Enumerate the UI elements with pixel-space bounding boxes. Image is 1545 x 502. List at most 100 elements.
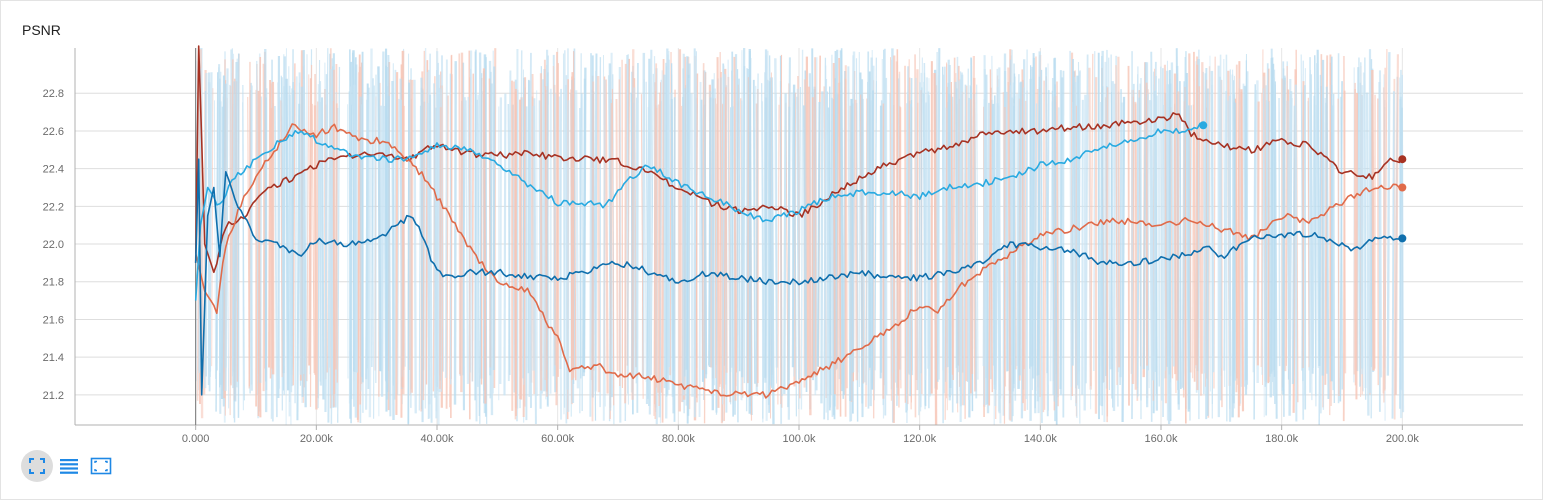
- raw-noise-stroke: [800, 49, 804, 410]
- raw-noise-stroke: [733, 56, 737, 401]
- series-line[interactable]: [194, 122, 1204, 301]
- raw-noise-stroke: [770, 77, 775, 425]
- raw-noise-stroke: [907, 59, 910, 405]
- raw-noise-stroke: [469, 68, 473, 382]
- chart-title: PSNR: [22, 22, 61, 38]
- raw-noise-stroke: [1360, 62, 1363, 375]
- raw-noise-stroke: [814, 57, 817, 377]
- raw-noise-stroke: [507, 70, 512, 382]
- raw-noise-stroke: [332, 100, 336, 395]
- series-end-point[interactable]: [1398, 183, 1407, 192]
- raw-noise-stroke: [1025, 49, 1028, 400]
- raw-noise-stroke: [1117, 56, 1121, 368]
- raw-noise-stroke: [476, 99, 479, 387]
- raw-noise-stroke: [1110, 54, 1113, 399]
- series-line[interactable]: [194, 123, 1403, 399]
- raw-noise-stroke: [991, 55, 994, 366]
- raw-noise-stroke: [334, 103, 338, 370]
- raw-noise-stroke: [1273, 81, 1278, 419]
- raw-noise-stroke: [952, 57, 956, 380]
- raw-noise-stroke: [292, 63, 296, 386]
- y-tick-label: 21.4: [43, 352, 64, 364]
- raw-noise-stroke: [702, 70, 708, 379]
- raw-noise-stroke: [255, 60, 259, 384]
- raw-noise-stroke: [954, 81, 959, 404]
- raw-noise-stroke: [670, 99, 675, 414]
- series-end-point[interactable]: [1199, 121, 1208, 130]
- raw-noise-stroke: [596, 75, 601, 393]
- raw-noise-stroke: [1386, 52, 1391, 376]
- raw-noise-stroke: [1325, 86, 1330, 399]
- raw-noise-stroke: [247, 96, 250, 389]
- x-tick-label: 80.00k: [662, 433, 696, 445]
- raw-noise-stroke: [309, 64, 313, 407]
- raw-noise-stroke: [579, 53, 582, 414]
- raw-noise-stroke: [1362, 72, 1367, 388]
- raw-noise-stroke: [1100, 50, 1104, 407]
- raw-noise-stroke: [559, 88, 563, 369]
- raw-noise-stroke: [645, 81, 649, 399]
- raw-noise-stroke: [401, 50, 405, 388]
- raw-noise-stroke: [1307, 97, 1310, 368]
- raw-noise-stroke: [281, 77, 285, 391]
- fullscreen-icon: [29, 458, 45, 474]
- raw-noise-stroke: [738, 78, 741, 372]
- raw-noise-stroke: [453, 61, 457, 405]
- raw-noise-stroke: [626, 65, 629, 405]
- raw-noise-stroke: [422, 50, 426, 401]
- raw-noise-stroke: [602, 79, 606, 421]
- x-tick-label: 180.0k: [1265, 433, 1299, 445]
- raw-noise-stroke: [839, 50, 844, 392]
- raw-noise-stroke: [832, 63, 836, 395]
- raw-noise-stroke: [944, 86, 948, 420]
- fit-domain-button[interactable]: [85, 450, 117, 482]
- raw-noise-stroke: [1289, 97, 1293, 401]
- series-end-point[interactable]: [1398, 234, 1407, 243]
- raw-noise-stroke: [219, 71, 222, 373]
- raw-noise-stroke: [898, 105, 901, 408]
- series-end-point[interactable]: [1398, 155, 1407, 164]
- raw-noise-stroke: [723, 87, 727, 421]
- raw-noise-stroke: [847, 66, 852, 422]
- series-line[interactable]: [194, 158, 1403, 396]
- toggle-log-scale-button[interactable]: [53, 450, 85, 482]
- y-tick-label: 21.6: [43, 314, 64, 326]
- raw-noise-stroke: [1365, 92, 1370, 416]
- raw-noise-stroke: [607, 75, 612, 411]
- raw-noise-stroke: [365, 95, 369, 410]
- raw-noise-stroke: [433, 83, 437, 398]
- raw-noise-stroke: [1236, 88, 1240, 385]
- x-tick-label: 120.0k: [903, 433, 937, 445]
- raw-noise-stroke: [1093, 51, 1096, 372]
- raw-noise-stroke: [465, 100, 469, 385]
- raw-noise-stroke: [1232, 102, 1237, 404]
- raw-noise-stroke: [1239, 78, 1242, 404]
- raw-noise-stroke: [373, 85, 375, 419]
- raw-noise-stroke: [791, 84, 796, 368]
- raw-noise-stroke: [914, 77, 919, 391]
- raw-noise-stroke: [1115, 65, 1118, 386]
- raw-noise-stroke: [1045, 67, 1049, 417]
- raw-noise-stroke: [1042, 80, 1045, 413]
- raw-noise-stroke: [1142, 62, 1147, 370]
- y-tick-label: 22.6: [43, 126, 64, 138]
- raw-noise-stroke: [774, 58, 779, 368]
- raw-noise-stroke: [1182, 57, 1186, 390]
- raw-noise-stroke: [925, 77, 930, 369]
- raw-noise-stroke: [351, 52, 355, 407]
- raw-noise-stroke: [1342, 90, 1346, 422]
- raw-noise-stroke: [1085, 54, 1089, 384]
- raw-noise-stroke: [285, 78, 290, 391]
- fullscreen-button[interactable]: [21, 450, 53, 482]
- raw-noise-stroke: [909, 78, 913, 397]
- raw-noise-stroke: [685, 56, 689, 370]
- raw-noise-stroke: [393, 69, 397, 400]
- raw-noise-stroke: [1147, 94, 1150, 389]
- raw-noise-stroke: [213, 100, 217, 379]
- raw-noise-stroke: [829, 54, 833, 408]
- raw-noise-stroke: [615, 99, 619, 372]
- raw-noise-stroke: [395, 72, 399, 415]
- raw-noise-stroke: [458, 53, 461, 375]
- raw-noise-stroke: [1210, 70, 1215, 373]
